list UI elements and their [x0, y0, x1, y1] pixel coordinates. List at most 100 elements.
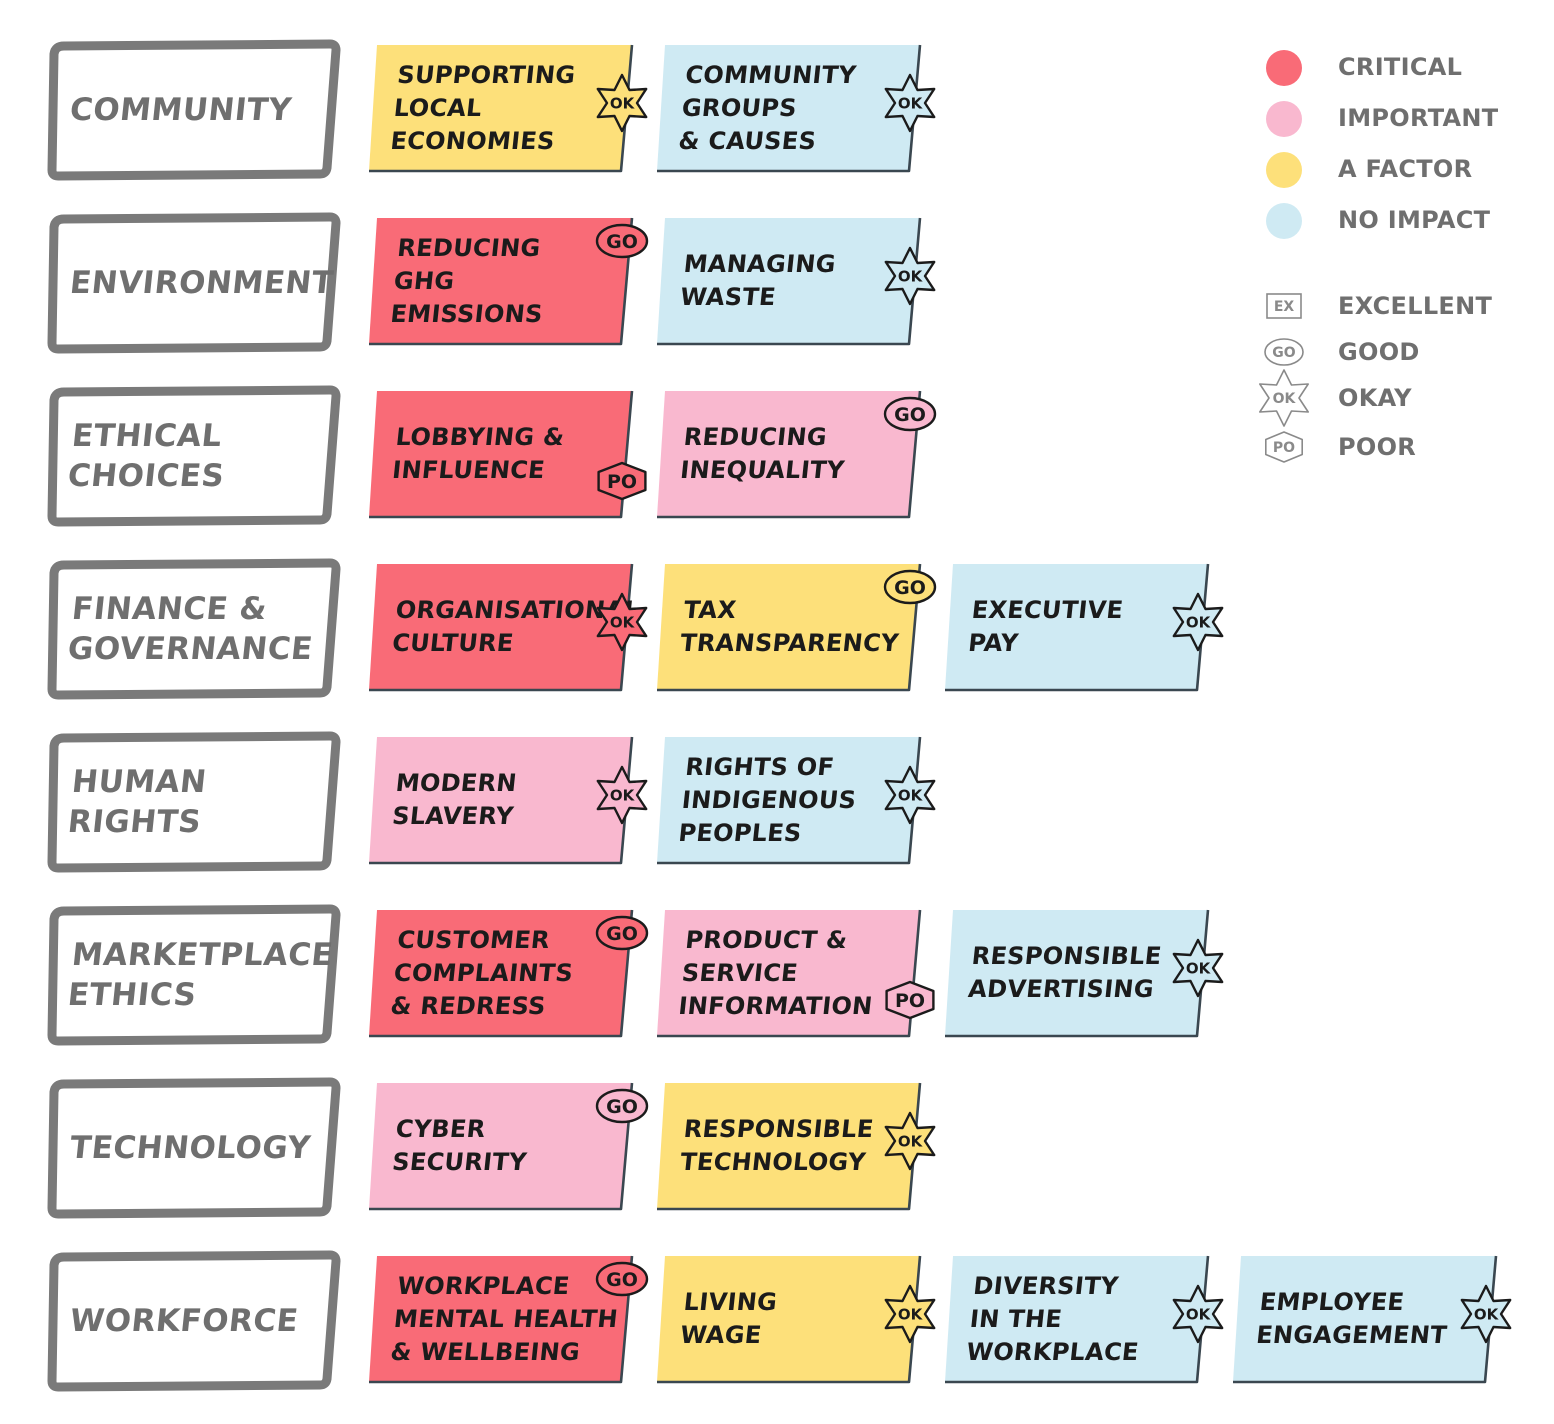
category-outline: [47, 39, 341, 181]
issue-card-product-and-service-information: PRODUCT & SERVICE INFORMATION PO: [656, 908, 936, 1038]
good-oval-badge: GO: [883, 396, 937, 432]
issue-card-supporting-local-economies: SUPPORTING LOCAL ECONOMIES OK: [368, 43, 648, 173]
svg-text:OK: OK: [898, 267, 924, 285]
issue-card-executive-pay: EXECUTIVE PAY OK: [944, 562, 1224, 692]
category-outline: [47, 212, 341, 354]
good-oval-badge: GO: [595, 1261, 649, 1297]
okay-star-badge: OK: [884, 1111, 936, 1171]
category-box: HUMAN RIGHTS: [47, 731, 341, 873]
okay-star-badge: OK: [884, 1284, 936, 1344]
category-box: TECHNOLOGY: [47, 1077, 341, 1219]
issue-card-shape: [369, 1255, 634, 1384]
legend-swatch-dot: [1266, 152, 1302, 188]
svg-text:PO: PO: [895, 990, 925, 1012]
category-label: ENVIRONMENT: [68, 265, 336, 301]
good-oval-badge: GO: [595, 1088, 649, 1124]
legend-label: A FACTOR: [1338, 155, 1473, 183]
svg-text:OK: OK: [610, 786, 636, 804]
category-outline: [47, 1077, 341, 1219]
issue-card-tax-transparency: TAX TRANSPARENCY GO: [656, 562, 937, 692]
okay-star-badge: OK: [884, 246, 936, 306]
legend-label: NO IMPACT: [1338, 206, 1491, 234]
okay-star-badge: OK: [1172, 1284, 1224, 1344]
okay-star-badge: OK: [596, 592, 648, 652]
okay-star-badge: OK: [596, 765, 648, 825]
category-label: HUMAN RIGHTS: [66, 764, 209, 840]
category-label: COMMUNITY: [68, 92, 294, 128]
okay-star-badge: OK: [1172, 592, 1224, 652]
svg-text:OK: OK: [1186, 613, 1212, 631]
category-box: WORKFORCE: [47, 1250, 341, 1392]
poor-hexagon-badge: PO: [885, 980, 935, 1020]
okay-star-badge: OK: [1172, 938, 1224, 998]
svg-text:OK: OK: [1186, 1305, 1212, 1323]
category-outline: [47, 904, 341, 1046]
issue-card-customer-complaints-and-redress: CUSTOMER COMPLAINTS & REDRESS GO: [368, 908, 649, 1038]
legend-label: EXCELLENT: [1338, 292, 1493, 320]
svg-text:EX: EX: [1274, 299, 1295, 315]
category-outline: [47, 731, 341, 873]
issue-card-managing-waste: MANAGING WASTE OK: [656, 216, 936, 346]
legend-label: OKAY: [1338, 384, 1412, 412]
svg-text:GO: GO: [894, 577, 926, 599]
issue-card-diversity-in-the-workplace: DIVERSITY IN THE WORKPLACE OK: [944, 1254, 1224, 1384]
svg-text:GO: GO: [606, 923, 638, 945]
svg-text:OK: OK: [1474, 1305, 1500, 1323]
okay-star-badge: OK: [596, 73, 648, 133]
category-label: ETHICAL CHOICES: [66, 418, 227, 494]
issue-card-responsible-technology: RESPONSIBLE TECHNOLOGY OK: [656, 1081, 936, 1211]
svg-text:OK: OK: [898, 94, 924, 112]
svg-text:GO: GO: [1272, 345, 1295, 361]
category-label: WORKFORCE: [68, 1303, 301, 1339]
poor-hexagon-badge: PO: [597, 461, 647, 501]
category-outline: [47, 1250, 341, 1392]
issue-card-shape: [369, 217, 634, 346]
issue-card-shape: [657, 563, 922, 692]
svg-text:OK: OK: [1273, 391, 1297, 407]
square-icon: EX: [1266, 293, 1302, 319]
oval-icon: GO: [1264, 338, 1304, 366]
legend-swatch-dot: [1266, 101, 1302, 137]
legend-label: CRITICAL: [1338, 53, 1463, 81]
category-label: FINANCE & GOVERNANCE: [66, 591, 315, 667]
svg-text:OK: OK: [898, 1132, 924, 1150]
category-box: MARKETPLACE ETHICS: [47, 904, 341, 1046]
issue-card-shape: [369, 1082, 634, 1211]
issue-card-responsible-advertising: RESPONSIBLE ADVERTISING OK: [944, 908, 1224, 1038]
issue-card-reducing-ghg-emissions: REDUCING GHG EMISSIONS GO: [368, 216, 649, 346]
category-box: FINANCE & GOVERNANCE: [47, 558, 341, 700]
okay-star-badge: OK: [1460, 1284, 1512, 1344]
issue-card-lobbying-and-influence: LOBBYING & INFLUENCE PO: [368, 389, 648, 519]
category-box: ETHICAL CHOICES: [47, 385, 341, 527]
svg-text:PO: PO: [1273, 440, 1295, 456]
category-box: COMMUNITY: [47, 39, 341, 181]
svg-text:GO: GO: [606, 1096, 638, 1118]
issue-card-employee-engagement: EMPLOYEE ENGAGEMENT OK: [1232, 1254, 1512, 1384]
issue-card-living-wage: LIVING WAGE OK: [656, 1254, 936, 1384]
issue-card-shape: [369, 390, 634, 519]
issue-card-shape: [369, 909, 634, 1038]
legend-swatch-dot: [1266, 50, 1302, 86]
svg-text:GO: GO: [606, 1269, 638, 1291]
legend-label: IMPORTANT: [1338, 104, 1499, 132]
issue-card-cyber-security: CYBER SECURITY GO: [368, 1081, 649, 1211]
svg-text:OK: OK: [1186, 959, 1212, 977]
legend-label: POOR: [1338, 433, 1417, 461]
hexagon-icon: PO: [1265, 431, 1304, 463]
svg-text:OK: OK: [610, 613, 636, 631]
svg-text:GO: GO: [606, 231, 638, 253]
good-oval-badge: GO: [595, 915, 649, 951]
category-outline: [47, 385, 341, 527]
category-label: MARKETPLACE ETHICS: [66, 937, 335, 1013]
okay-star-badge: OK: [884, 765, 936, 825]
category-box: ENVIRONMENT: [47, 212, 341, 354]
svg-text:PO: PO: [607, 471, 637, 493]
legend-label: GOOD: [1338, 338, 1420, 366]
star-icon: OK: [1259, 369, 1310, 427]
svg-text:OK: OK: [898, 1305, 924, 1323]
svg-text:OK: OK: [898, 786, 924, 804]
issue-card-organisational-culture: ORGANISATIONAL CULTURE OK: [368, 562, 648, 692]
svg-text:OK: OK: [610, 94, 636, 112]
okay-star-badge: OK: [884, 73, 936, 133]
